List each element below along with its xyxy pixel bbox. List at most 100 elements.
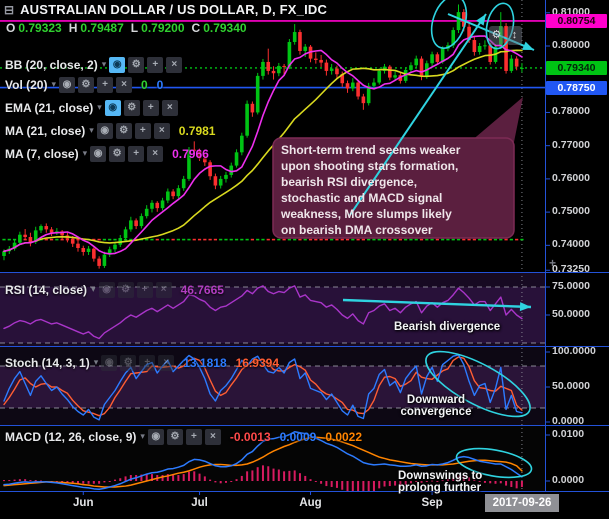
macd-annotation-line: prolong further <box>398 482 482 494</box>
gear-icon[interactable]: ⚙ <box>128 56 145 73</box>
chevron-down-icon[interactable]: ▾ <box>51 79 56 89</box>
indicator-value: 0.0022 <box>325 429 363 444</box>
price-tick-label: 0.73250 <box>552 263 590 276</box>
callout-line: stochastic and MACD signal <box>281 191 443 205</box>
open-value: 0.79323 <box>18 21 62 35</box>
gear-icon[interactable]: ⚙ <box>166 428 183 445</box>
axis-plus-icon[interactable]: + <box>549 256 557 270</box>
add-icon[interactable]: + <box>96 76 113 93</box>
gear-icon[interactable]: ⚙ <box>120 354 137 371</box>
close-icon[interactable]: × <box>115 76 132 93</box>
rsi-tick-label: 50.0000 <box>552 308 590 320</box>
gear-icon[interactable]: ⚙ <box>77 76 94 93</box>
chevron-down-icon[interactable]: ▾ <box>93 357 99 367</box>
indicator-label[interactable]: RSI (14, close) <box>5 282 88 297</box>
stoch-annotation-line: convergence <box>400 406 472 418</box>
collapse-pane-icon[interactable]: ⊟ <box>4 2 15 17</box>
eye-icon[interactable]: ◉ <box>58 76 75 93</box>
time-tick-aug: Aug <box>299 497 322 509</box>
gear-icon[interactable]: ⚙ <box>117 281 134 298</box>
callout-line: bearish RSI divergence, <box>281 175 418 189</box>
support-price-label: 0.78750 <box>546 80 607 95</box>
chevron-down-icon[interactable]: ▾ <box>140 431 145 441</box>
legend-row-ema: EMA (21, close) ▾ ◉ ⚙ + × <box>5 99 178 116</box>
stoch-tick-label: 100.0000 <box>552 345 596 357</box>
callout-line: Short-term trend seems weaker <box>281 143 461 157</box>
stoch-tick-label: 0.0000 <box>552 415 585 427</box>
gear-ghost-icon[interactable]: ⚙ <box>489 26 504 45</box>
eye-icon[interactable]: ◉ <box>109 56 126 73</box>
close-value: 0.79340 <box>203 21 247 35</box>
add-icon[interactable]: + <box>128 145 145 162</box>
gear-icon[interactable]: ⚙ <box>115 122 132 139</box>
price-tick-label: 0.77000 <box>552 138 590 151</box>
close-icon[interactable]: × <box>161 99 178 116</box>
high-value: 0.79487 <box>80 21 124 35</box>
close-icon[interactable]: × <box>204 428 221 445</box>
add-icon[interactable]: + <box>134 122 151 139</box>
eye-icon[interactable]: ◉ <box>147 428 164 445</box>
indicator-label[interactable]: MA (21, close) <box>5 123 86 138</box>
chevron-down-icon[interactable]: ▾ <box>101 59 107 69</box>
rsi-annotation-text: Bearish divergence <box>394 321 501 333</box>
callout-note[interactable]: Short-term trend seems weaker upon shoot… <box>281 142 509 238</box>
callout-line: upon shooting stars formation, <box>281 159 459 173</box>
legend-row-bb: BB (20, close, 2) ▾ ◉ ⚙ + × <box>5 56 183 73</box>
high-label: H <box>68 21 78 35</box>
close-icon[interactable]: × <box>153 122 170 139</box>
macd-annotation-text: Downswings to prolong further <box>398 470 482 494</box>
indicator-value: 0 <box>156 77 164 92</box>
chevron-down-icon[interactable]: ▾ <box>89 125 94 135</box>
chevron-down-icon[interactable]: ▾ <box>82 148 88 158</box>
legend-row-stoch: Stoch (14, 3, 1) ▾ ◉ ⚙ + × 13.1818 16.9394 <box>5 354 279 371</box>
price-axis[interactable]: 0.81000 0.80000 0.78000 0.77000 0.76000 0.750… <box>546 0 609 491</box>
legend-row-vol: Vol (20) ▾ ◉ ⚙ + × 0 0 <box>5 76 163 93</box>
close-icon[interactable]: × <box>155 281 172 298</box>
close-label: C <box>191 21 201 35</box>
add-icon[interactable]: + <box>147 56 164 73</box>
price-tick-label: 0.78000 <box>552 105 590 118</box>
chevron-down-icon[interactable]: ▾ <box>91 284 96 294</box>
indicator-label[interactable]: MACD (12, 26, close, 9) <box>5 429 137 444</box>
close-icon[interactable]: × <box>158 354 175 371</box>
chevron-down-icon[interactable]: ▾ <box>97 102 102 112</box>
add-icon[interactable]: + <box>139 354 156 371</box>
alert-price-label: 0.80754 <box>546 13 607 28</box>
legend-row-ma7: MA (7, close) ▾ ◉ ⚙ + × 0.7966 <box>5 145 209 162</box>
stoch-annotation-text: Downward convergence <box>390 394 482 418</box>
legend-row-macd: MACD (12, 26, close, 9) ▾ ◉ ⚙ + × -0.0013 0.000… <box>5 428 362 445</box>
gear-icon[interactable]: ⚙ <box>109 145 126 162</box>
gear-icon[interactable]: ⚙ <box>123 99 140 116</box>
add-icon[interactable]: + <box>185 428 202 445</box>
eye-icon[interactable]: ◉ <box>96 122 113 139</box>
symbol-title[interactable]: AUSTRALIAN DOLLAR / US DOLLAR, D, FX_IDC <box>20 2 328 17</box>
indicator-label[interactable]: BB (20, close, 2) <box>5 57 98 72</box>
indicator-label[interactable]: EMA (21, close) <box>5 100 94 115</box>
add-icon[interactable]: + <box>142 99 159 116</box>
macd-tick-label: 0.0100 <box>552 428 585 440</box>
indicator-value: 0.7981 <box>178 123 216 138</box>
low-label: L <box>130 21 139 35</box>
eye-icon[interactable]: ◉ <box>101 354 118 371</box>
add-icon[interactable]: + <box>136 281 153 298</box>
indicator-label[interactable]: Stoch (14, 3, 1) <box>5 355 90 370</box>
close-icon[interactable]: × <box>166 56 183 73</box>
price-tick-label: 0.76000 <box>552 171 590 184</box>
eye-icon[interactable]: ◉ <box>90 145 107 162</box>
indicator-label[interactable]: MA (7, close) <box>5 146 79 161</box>
vertical-arrows-ghost-icon[interactable]: ↕ <box>507 26 522 45</box>
ohlc-readout: O 0.79323 H 0.79487 L 0.79200 C 0.79340 <box>6 21 247 35</box>
price-tick-label: 0.75000 <box>552 205 590 218</box>
close-icon[interactable]: × <box>147 145 164 162</box>
stoch-annotation-line: Downward <box>406 394 466 406</box>
indicator-value: 0 <box>140 77 148 92</box>
stoch-tick-label: 50.0000 <box>552 380 590 392</box>
eye-icon[interactable]: ◉ <box>98 281 115 298</box>
indicator-label[interactable]: Vol (20) <box>5 77 48 92</box>
open-label: O <box>6 21 16 35</box>
time-axis[interactable]: 2017-09-26 Jun Jul Aug Sep <box>0 492 609 519</box>
low-value: 0.79200 <box>141 21 185 35</box>
eye-icon[interactable]: ◉ <box>104 99 121 116</box>
